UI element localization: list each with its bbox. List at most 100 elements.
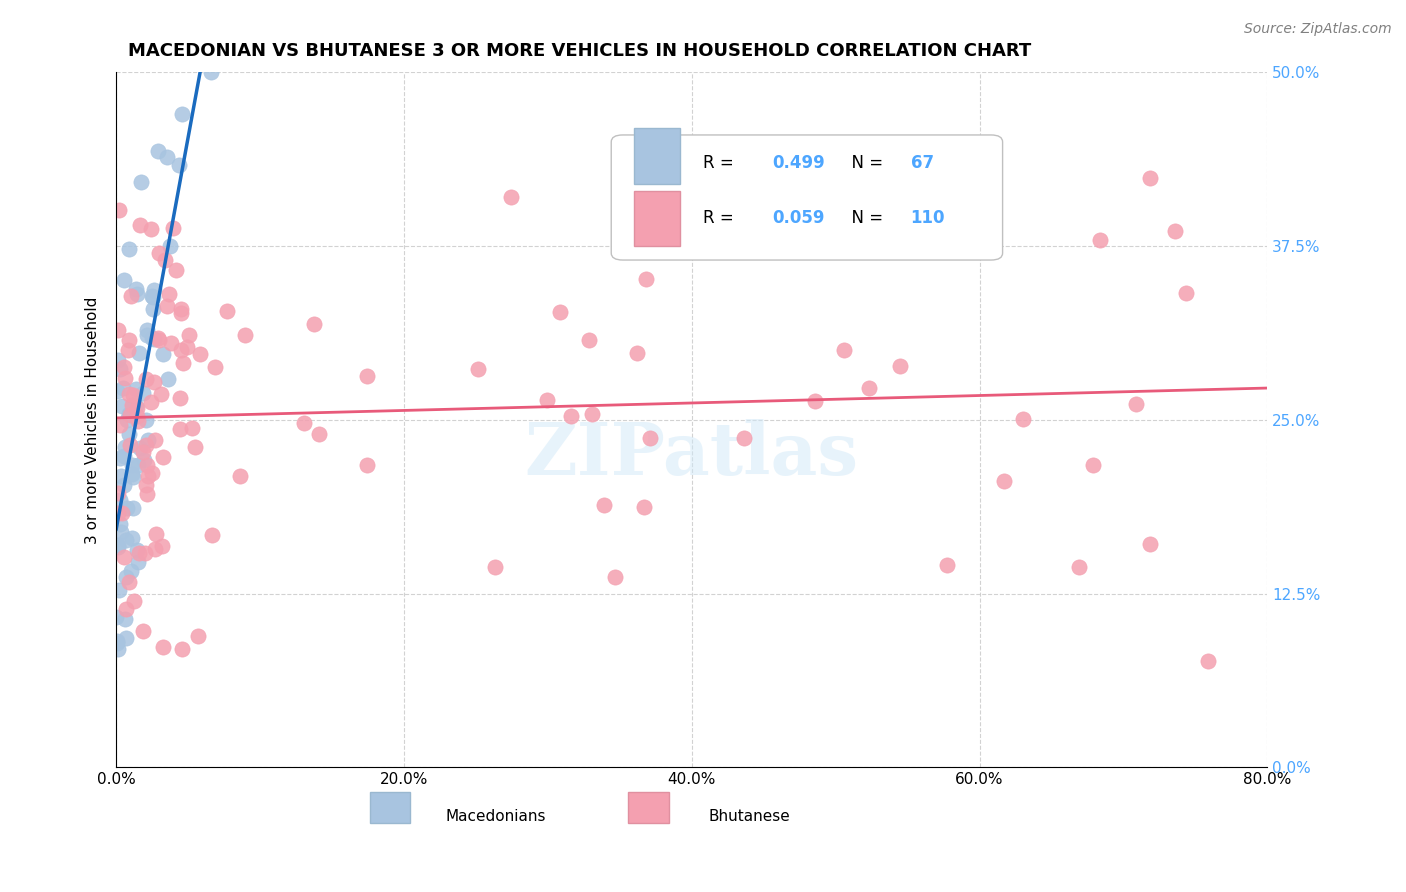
Text: 0.499: 0.499 (772, 153, 825, 172)
Point (143, 542, 166, 557)
Point (118, 574, 141, 589)
Point (118, 426, 141, 441)
Point (308, 427, 330, 442)
Point (107, 323, 129, 337)
Point (1088, 233, 1111, 247)
Point (111, 506, 134, 520)
Point (128, 546, 150, 560)
Point (118, 438, 141, 452)
Point (484, 560, 506, 574)
Point (170, 343, 193, 357)
Point (121, 458, 143, 473)
Text: 0.059: 0.059 (772, 210, 825, 227)
Point (1174, 285, 1197, 300)
Point (122, 398, 145, 412)
Point (120, 289, 142, 303)
Point (121, 398, 143, 412)
Point (152, 640, 174, 655)
Bar (370, 791, 409, 822)
Point (115, 413, 138, 427)
Point (176, 340, 198, 354)
Point (108, 583, 131, 598)
Point (155, 253, 177, 268)
Point (142, 290, 165, 304)
Point (141, 331, 163, 345)
Point (110, 361, 132, 376)
Point (132, 386, 155, 401)
Point (118, 408, 141, 422)
Point (832, 343, 855, 357)
Point (118, 333, 141, 347)
Point (1139, 537, 1161, 551)
Text: 67: 67 (911, 153, 934, 172)
Point (112, 550, 135, 565)
Point (117, 407, 139, 421)
Point (114, 533, 136, 548)
Point (184, 440, 207, 454)
Point (1164, 224, 1187, 238)
Point (132, 624, 155, 638)
Bar (634, 128, 681, 184)
Point (136, 433, 159, 447)
Point (105, 636, 128, 650)
Point (135, 413, 157, 427)
Point (889, 359, 911, 373)
Point (112, 360, 135, 375)
Point (121, 531, 143, 545)
Point (152, 347, 174, 361)
Point (125, 400, 148, 414)
Point (292, 416, 315, 430)
Point (125, 401, 148, 416)
Point (150, 386, 173, 401)
Point (125, 409, 148, 423)
Point (105, 633, 128, 648)
Point (160, 336, 183, 351)
Point (548, 305, 571, 319)
Text: N =: N = (841, 210, 889, 227)
Point (229, 469, 252, 483)
Point (136, 469, 159, 483)
Point (129, 175, 152, 189)
Point (936, 558, 959, 573)
Point (804, 394, 827, 409)
Legend: , : , (717, 95, 782, 155)
Point (120, 564, 142, 578)
Point (165, 263, 187, 277)
Point (733, 431, 755, 445)
Text: R =: R = (703, 210, 740, 227)
Point (747, 235, 769, 250)
Text: Macedonians: Macedonians (446, 809, 547, 824)
Point (114, 612, 136, 626)
Point (143, 284, 166, 298)
Point (152, 450, 174, 464)
Point (108, 516, 131, 531)
Point (108, 493, 131, 508)
Point (215, 304, 238, 318)
Point (127, 556, 149, 570)
Point (200, 65, 222, 79)
Point (132, 445, 155, 459)
Point (636, 272, 658, 286)
Point (115, 501, 138, 516)
Point (105, 384, 128, 399)
Point (118, 242, 141, 256)
Point (858, 381, 880, 395)
Point (114, 371, 136, 385)
Text: Source: ZipAtlas.com: Source: ZipAtlas.com (1244, 22, 1392, 37)
Point (135, 477, 157, 491)
Point (1139, 171, 1161, 186)
Point (141, 222, 163, 236)
Point (172, 641, 194, 656)
Point (560, 409, 582, 424)
Text: ZIPatlas: ZIPatlas (524, 419, 859, 490)
Point (204, 360, 226, 375)
Point (129, 219, 152, 233)
Point (143, 332, 166, 346)
Point (536, 392, 558, 407)
Point (626, 345, 648, 359)
Point (581, 407, 603, 421)
Text: 110: 110 (911, 210, 945, 227)
Point (136, 323, 159, 337)
Point (172, 356, 194, 370)
Text: MACEDONIAN VS BHUTANESE 3 OR MORE VEHICLES IN HOUSEHOLD CORRELATION CHART: MACEDONIAN VS BHUTANESE 3 OR MORE VEHICL… (128, 42, 1031, 60)
